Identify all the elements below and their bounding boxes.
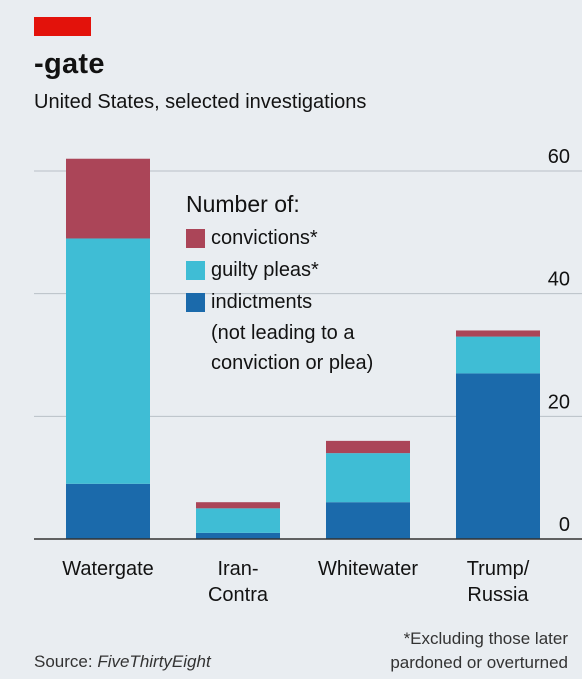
legend-note-line1: (not leading to a <box>211 322 355 344</box>
legend-label-guilty-pleas: guilty pleas* <box>211 259 319 281</box>
legend: Number of: convictions* guilty pleas* in… <box>186 188 373 378</box>
footnote-line1: *Excluding those later <box>403 629 568 648</box>
x-tick-label-1-1: Contra <box>208 584 269 606</box>
bar-indictments-1 <box>196 532 280 539</box>
chart-subtitle: United States, selected investigations <box>34 91 367 113</box>
x-tick-label-1-0: Iran- <box>217 558 258 580</box>
legend-swatch-guilty-pleas <box>186 260 205 280</box>
x-tick-label-2-0: Whitewater <box>318 558 418 580</box>
bar-guilty-pleas-0 <box>66 238 150 484</box>
legend-item-indictments: indictments <box>186 286 373 318</box>
legend-item-convictions: convictions* <box>186 222 373 254</box>
source-prefix: Source: <box>34 652 98 671</box>
source-name: FiveThirtyEight <box>97 652 211 671</box>
footnote-line2: pardoned or overturned <box>390 653 568 672</box>
bar-convictions-3 <box>456 330 540 337</box>
bar-convictions-0 <box>66 158 150 239</box>
legend-heading: Number of: <box>186 191 300 217</box>
bar-guilty-pleas-3 <box>456 336 540 374</box>
x-tick-label-0-0: Watergate <box>62 558 154 580</box>
bar-convictions-1 <box>196 502 280 509</box>
bar-guilty-pleas-2 <box>326 453 410 503</box>
footnote: *Excluding those later pardoned or overt… <box>390 627 568 675</box>
y-tick-label-0: 0 <box>559 514 570 536</box>
bar-indictments-0 <box>66 483 150 539</box>
bar-indictments-2 <box>326 502 410 539</box>
legend-swatch-indictments <box>186 292 205 312</box>
legend-item-guilty-pleas: guilty pleas* <box>186 254 373 286</box>
brand-tag <box>34 17 91 36</box>
y-tick-label-40: 40 <box>548 269 570 291</box>
legend-swatch-convictions <box>186 228 205 248</box>
y-tick-label-60: 60 <box>548 146 570 168</box>
x-tick-label-3-0: Trump/ <box>467 558 530 580</box>
bar-indictments-3 <box>456 373 540 539</box>
bar-guilty-pleas-1 <box>196 508 280 533</box>
bar-convictions-2 <box>326 440 410 454</box>
legend-note-line2: conviction or plea) <box>211 352 374 374</box>
source-note: Source: FiveThirtyEight <box>34 652 211 672</box>
legend-label-indictments: indictments <box>211 291 313 313</box>
legend-label-convictions: convictions* <box>211 227 318 249</box>
chart-title: -gate <box>34 48 105 80</box>
y-tick-label-20: 20 <box>548 391 570 413</box>
x-tick-label-3-1: Russia <box>467 584 529 606</box>
